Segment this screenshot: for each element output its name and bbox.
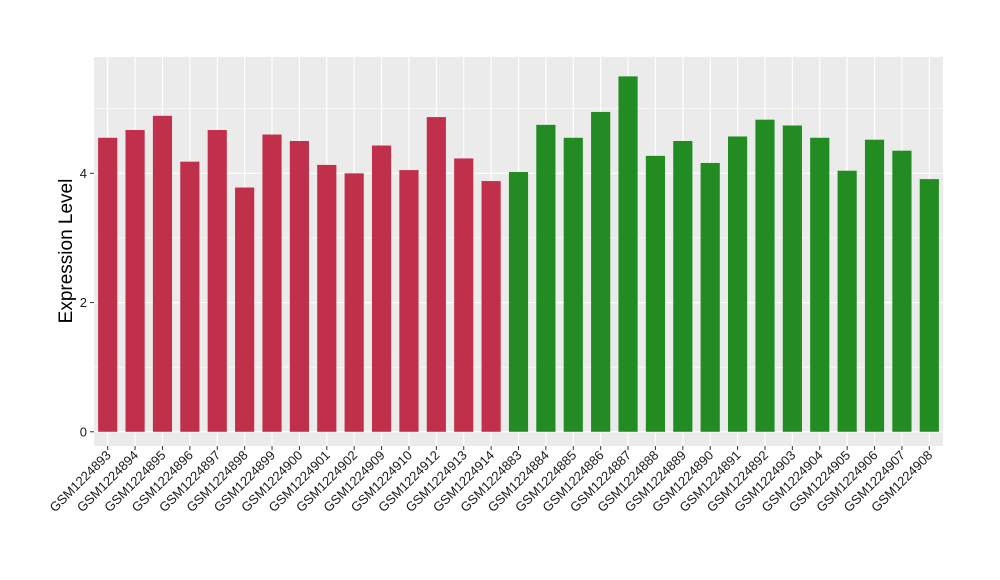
bar [371,145,392,432]
bar [235,187,255,432]
bar [98,137,118,432]
bar [125,130,145,432]
bar [508,172,529,432]
x-axis: GSM1224893GSM1224894GSM1224895GSM1224896… [46,446,935,515]
bar [810,137,830,432]
bar [207,130,227,432]
bar [864,139,885,432]
bar [399,170,419,432]
bar [536,124,556,432]
bar [728,136,748,432]
y-tick-label: 2 [80,295,87,310]
bar [180,161,200,432]
bar [591,111,611,432]
bars [98,76,939,432]
bar [645,155,666,432]
bar [426,117,446,432]
bar [454,158,474,432]
bar [673,141,693,432]
y-tick-label: 4 [80,166,87,181]
bar [317,164,337,432]
bar [481,181,501,432]
y-tick-label: 0 [80,424,87,439]
bar [782,125,802,432]
y-axis-title: Expression Level [56,179,77,324]
bar [563,137,583,432]
y-axis: 0 2 4 [80,166,94,439]
bar [700,162,720,432]
bar [755,119,775,432]
bar [262,134,282,432]
bar [919,179,939,432]
bar [344,173,364,432]
bar [618,76,638,432]
bar [837,170,857,432]
bar [892,150,912,432]
bar [289,141,309,432]
bar [152,115,173,432]
